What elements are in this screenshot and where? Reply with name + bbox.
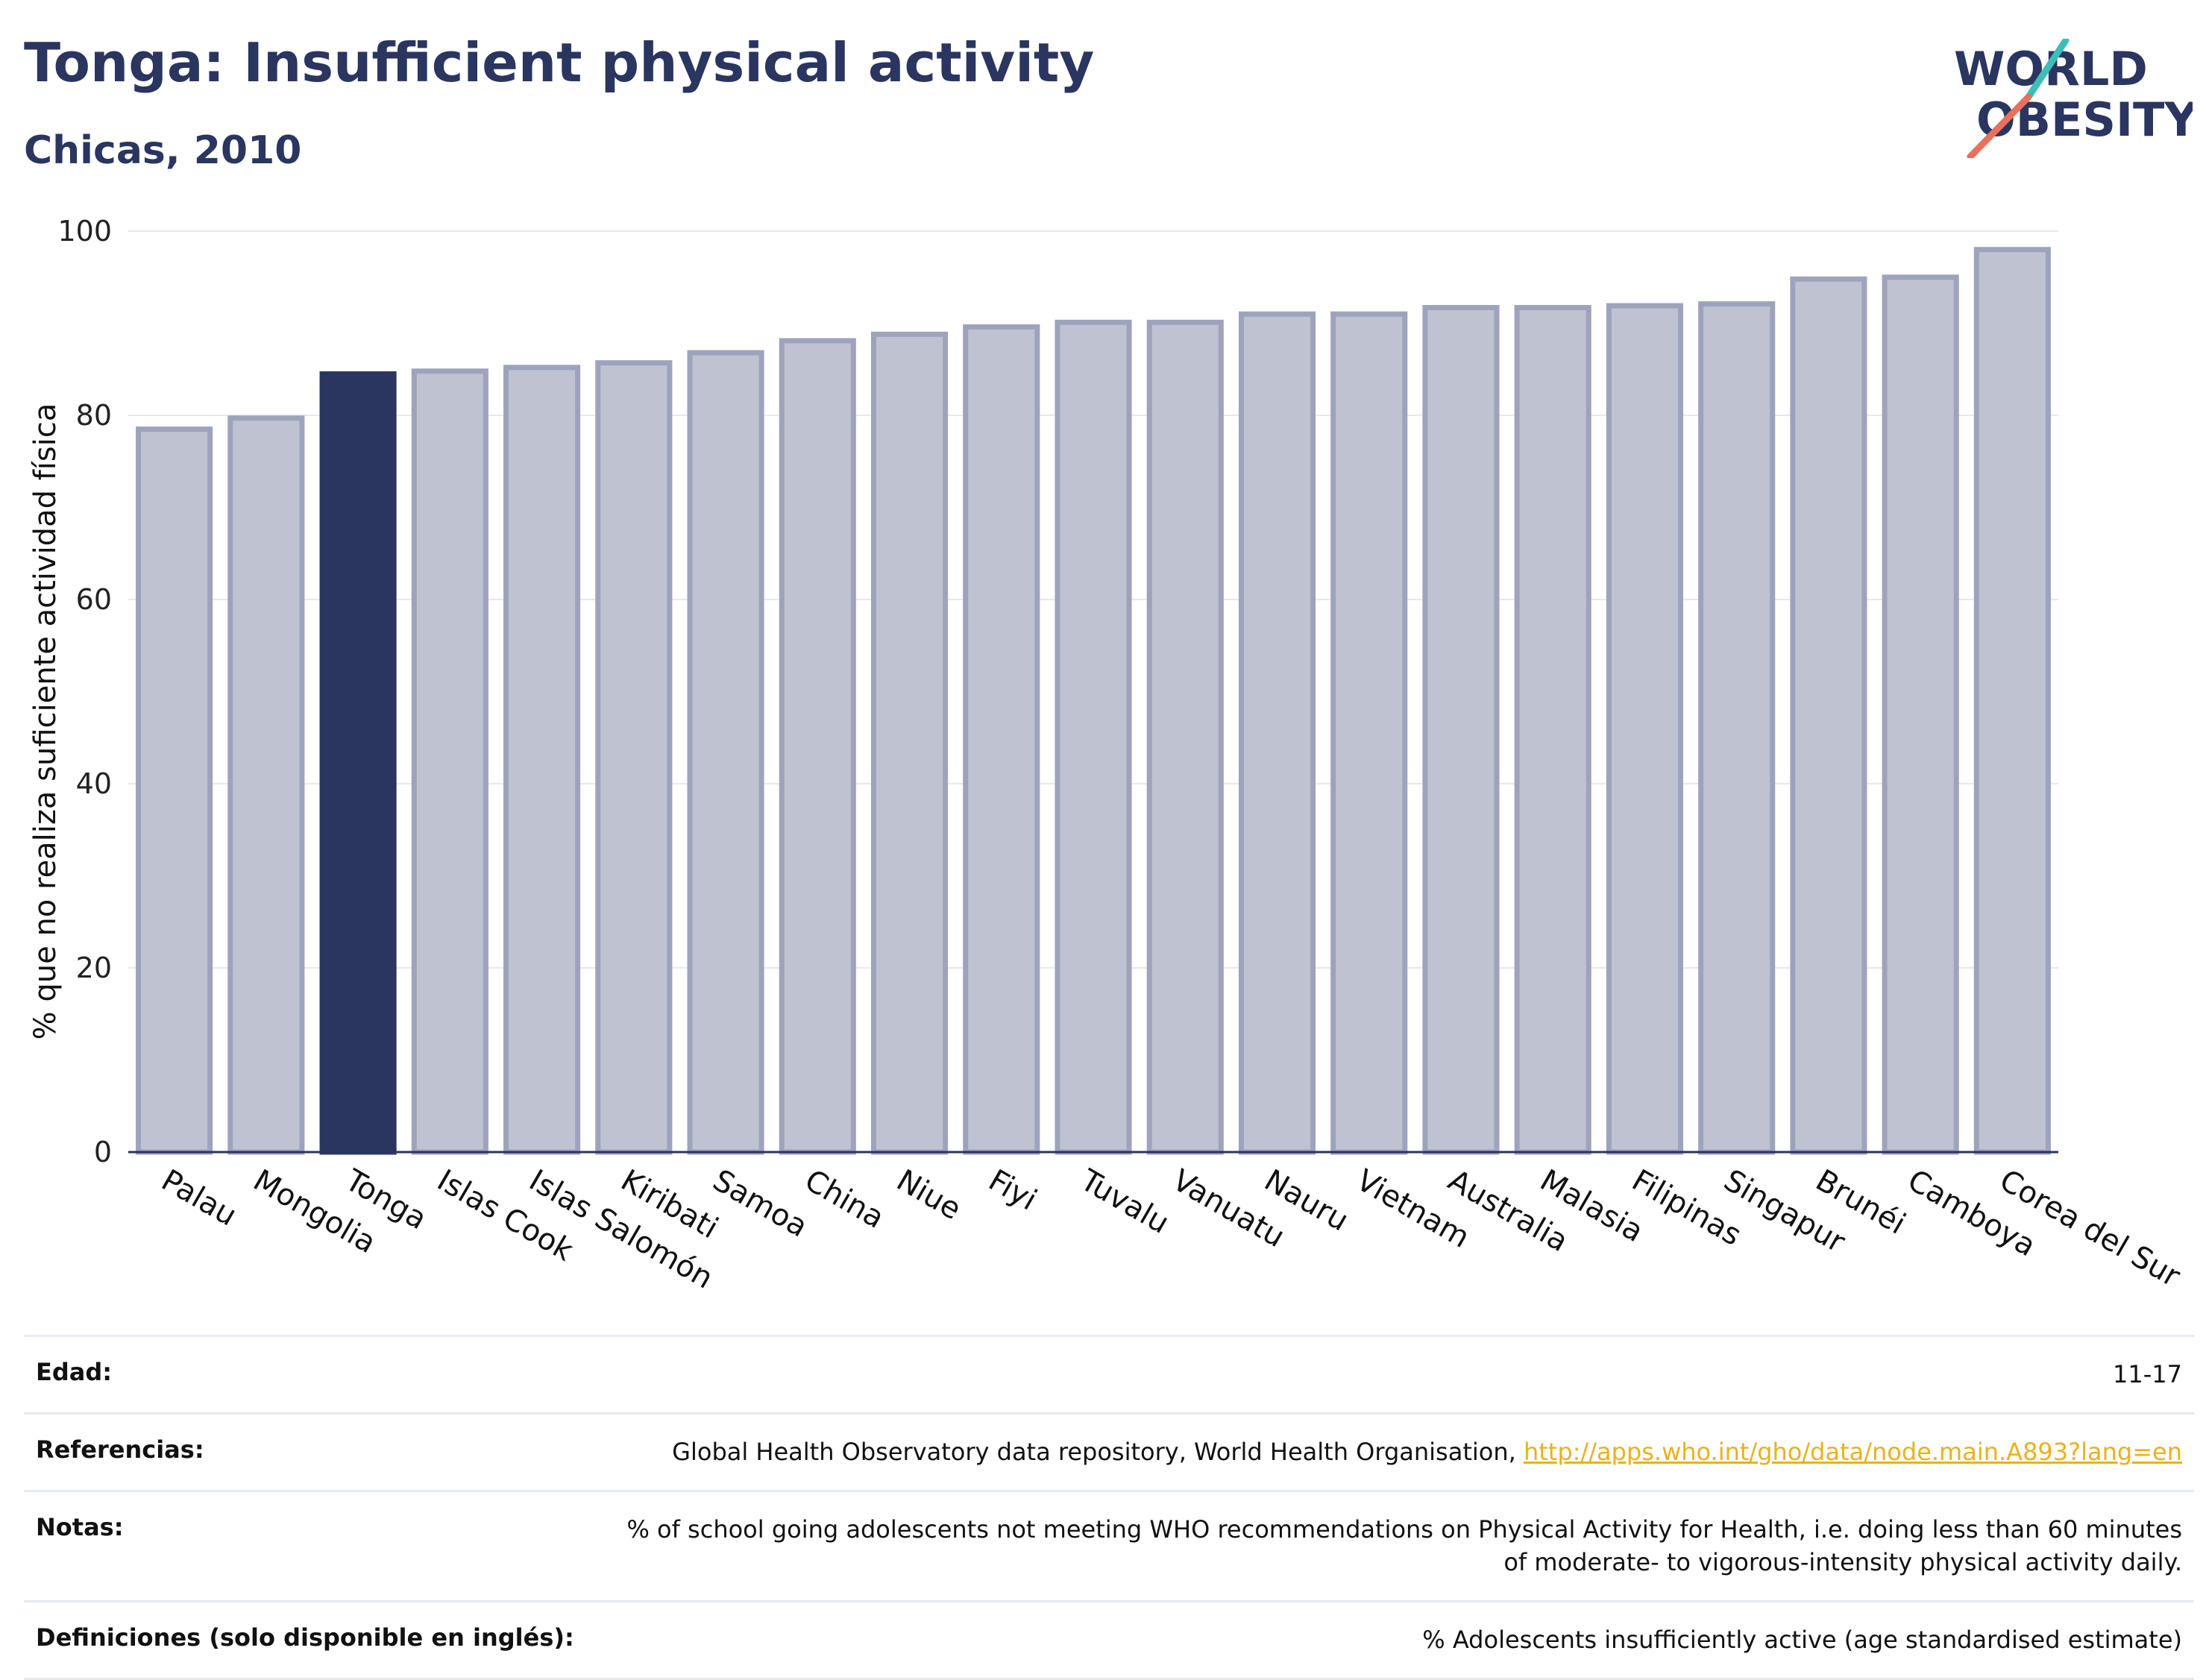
chart-title: Tonga: Insufficient physical activity bbox=[24, 31, 1095, 94]
x-tick-label: Fiyi bbox=[983, 1163, 1043, 1218]
bar bbox=[1790, 276, 1867, 1155]
bar bbox=[1606, 303, 1683, 1155]
bar bbox=[1238, 311, 1316, 1155]
meta-row-age: Edad: 11-17 bbox=[24, 1335, 2194, 1412]
bar bbox=[1698, 301, 1776, 1155]
bar bbox=[687, 350, 764, 1155]
meta-value-references: Global Health Observatory data repositor… bbox=[672, 1437, 1524, 1466]
meta-key-definitions: Definiciones (solo disponible en inglés)… bbox=[36, 1623, 574, 1652]
meta-key-age: Edad: bbox=[36, 1358, 113, 1386]
meta-row-notes: Notas: % of school going adolescents not… bbox=[24, 1489, 2194, 1601]
bar bbox=[1882, 274, 1959, 1155]
meta-row-definitions: Definiciones (solo disponible en inglés)… bbox=[24, 1600, 2194, 1680]
meta-value-references-wrap: Global Health Observatory data repositor… bbox=[672, 1435, 2182, 1469]
world-obesity-logo: WORLD OBESITY bbox=[1954, 39, 2193, 158]
bar-highlight bbox=[319, 371, 397, 1155]
bar bbox=[1055, 319, 1132, 1155]
bar bbox=[1973, 247, 2051, 1155]
x-tick-label: China bbox=[799, 1163, 890, 1236]
bar bbox=[963, 324, 1040, 1155]
y-tick-label: 0 bbox=[94, 1136, 112, 1168]
y-tick-label: 40 bbox=[76, 767, 112, 800]
y-tick-label: 60 bbox=[76, 583, 112, 616]
x-tick-label: Tuvalu bbox=[1074, 1163, 1175, 1241]
meta-value-age: 11-17 bbox=[2113, 1360, 2182, 1388]
bar bbox=[595, 360, 673, 1155]
chart-subtitle: Chicas, 2010 bbox=[24, 128, 302, 173]
bar bbox=[1146, 319, 1224, 1155]
bar bbox=[411, 368, 488, 1155]
logo-slash-teal-icon bbox=[2025, 39, 2070, 101]
x-tick-label: Niue bbox=[891, 1163, 967, 1227]
bar bbox=[1514, 305, 1591, 1155]
logo-line2: OBESITY bbox=[1976, 92, 2193, 147]
bar bbox=[227, 415, 305, 1155]
meta-value-notes: % of school going adolescents not meetin… bbox=[626, 1514, 2182, 1577]
y-tick-label: 20 bbox=[76, 951, 112, 984]
y-tick-label: 80 bbox=[76, 399, 112, 432]
bar bbox=[136, 427, 213, 1155]
y-tick-label: 100 bbox=[57, 215, 112, 248]
bar-chart: 0 20 40 60 80 100 % que no realiza suficiente … bbox=[28, 215, 2186, 1296]
y-axis-label: % que no realiza suficiente actividad fí… bbox=[28, 403, 63, 1040]
x-tick-label: Palau bbox=[156, 1163, 242, 1233]
meta-row-references: Referencias: Global Health Observatory d… bbox=[24, 1412, 2194, 1490]
x-tick-label: Samoa bbox=[707, 1163, 813, 1245]
bar bbox=[870, 331, 949, 1155]
bar bbox=[1330, 311, 1408, 1155]
reference-link[interactable]: http://apps.who.int/gho/data/node.main.A… bbox=[1523, 1437, 2182, 1466]
meta-key-references: Referencias: bbox=[36, 1435, 204, 1464]
meta-value-definitions: % Adolescents insufficiently active (age… bbox=[1422, 1626, 2182, 1655]
bar bbox=[1422, 305, 1500, 1155]
bar bbox=[503, 365, 581, 1155]
bar bbox=[779, 338, 856, 1155]
meta-key-notes: Notas: bbox=[36, 1512, 124, 1541]
metadata-table: Edad: 11-17 Referencias: Global Health O… bbox=[24, 1335, 2194, 1680]
logo-slash-coral-icon bbox=[1967, 93, 2032, 158]
